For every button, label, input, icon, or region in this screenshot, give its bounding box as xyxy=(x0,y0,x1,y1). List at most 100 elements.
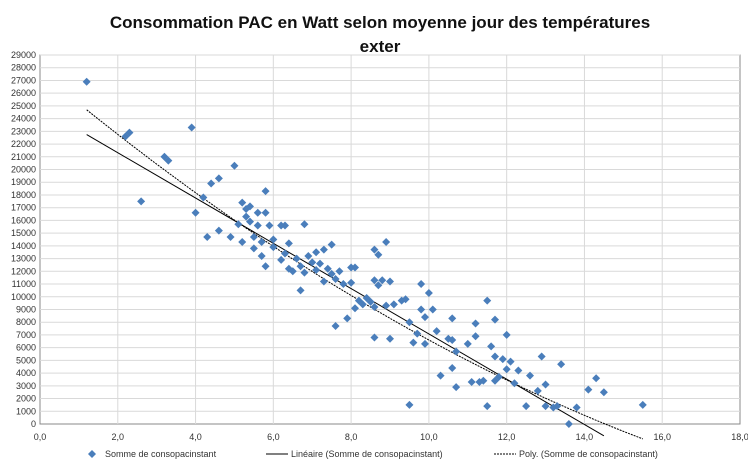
data-point xyxy=(261,262,270,271)
data-point xyxy=(246,202,254,211)
data-point xyxy=(230,161,239,170)
data-point xyxy=(370,302,379,311)
data-point xyxy=(351,304,359,313)
x-tick-label: 2,0 xyxy=(112,432,125,442)
y-tick-label: 4000 xyxy=(16,368,36,378)
y-tick-label: 17000 xyxy=(11,203,36,213)
data-point xyxy=(312,266,321,275)
data-point xyxy=(284,239,293,248)
data-point xyxy=(335,267,344,276)
data-point xyxy=(584,385,593,394)
y-tick-label: 27000 xyxy=(11,75,36,85)
data-point xyxy=(448,314,457,323)
y-tick-label: 6000 xyxy=(16,343,36,353)
data-point xyxy=(214,226,223,235)
data-point xyxy=(370,245,379,254)
x-tick-label: 8,0 xyxy=(345,432,358,442)
data-point xyxy=(203,232,212,241)
data-point xyxy=(502,365,511,374)
x-tick-label: 0,0 xyxy=(34,432,47,442)
data-point xyxy=(249,232,258,241)
data-point xyxy=(226,232,235,241)
data-point xyxy=(421,339,429,348)
data-points xyxy=(82,77,647,428)
data-point xyxy=(537,352,546,361)
data-point xyxy=(487,342,496,351)
data-point xyxy=(510,379,519,388)
data-point xyxy=(199,193,208,202)
y-tick-label: 28000 xyxy=(11,63,36,73)
y-tick-label: 25000 xyxy=(11,101,36,111)
x-tick-label: 10,0 xyxy=(420,432,438,442)
data-point xyxy=(452,347,461,356)
data-point xyxy=(572,403,581,412)
x-tick-label: 16,0 xyxy=(653,432,671,442)
data-point xyxy=(253,208,262,217)
data-point xyxy=(374,281,383,290)
data-point xyxy=(553,402,562,411)
data-point xyxy=(300,268,309,277)
y-tick-label: 20000 xyxy=(11,165,36,175)
y-tick-label: 0 xyxy=(31,419,36,429)
y-tick-label: 1000 xyxy=(16,406,36,416)
data-point xyxy=(261,208,270,217)
y-tick-label: 23000 xyxy=(11,126,36,136)
data-point xyxy=(638,400,647,409)
data-point xyxy=(269,243,278,252)
data-point xyxy=(246,217,254,226)
y-tick-label: 22000 xyxy=(11,139,36,149)
y-tick-label: 15000 xyxy=(11,228,36,238)
data-point xyxy=(281,221,289,230)
y-tick-label: 5000 xyxy=(16,355,36,365)
data-point xyxy=(137,197,146,206)
data-point xyxy=(164,156,173,165)
data-point xyxy=(502,330,511,339)
data-point xyxy=(541,380,550,389)
y-tick-label: 10000 xyxy=(11,292,36,302)
data-point xyxy=(253,221,262,230)
x-tick-label: 14,0 xyxy=(576,432,594,442)
data-point xyxy=(436,371,445,380)
y-tick-label: 19000 xyxy=(11,177,36,187)
data-point xyxy=(296,286,305,295)
data-point xyxy=(343,314,352,323)
data-point xyxy=(370,333,379,342)
data-point xyxy=(327,269,336,278)
data-point xyxy=(378,276,387,285)
data-point xyxy=(564,420,573,428)
y-tick-label: 21000 xyxy=(11,152,36,162)
data-point xyxy=(308,258,317,267)
data-point xyxy=(319,277,328,286)
y-tick-label: 8000 xyxy=(16,317,36,327)
legend-label-scatter: Somme de consopacinstant xyxy=(105,449,217,459)
data-point xyxy=(281,249,289,258)
data-point xyxy=(526,371,534,380)
y-tick-label: 18000 xyxy=(11,190,36,200)
data-point xyxy=(319,245,328,254)
y-tick-label: 14000 xyxy=(11,241,36,251)
data-point xyxy=(405,400,414,409)
x-tick-label: 18,0 xyxy=(731,432,748,442)
data-point xyxy=(405,318,414,327)
data-point xyxy=(428,305,437,314)
data-point xyxy=(269,235,278,244)
data-point xyxy=(292,254,301,263)
y-tick-label: 12000 xyxy=(11,266,36,276)
data-point xyxy=(463,339,472,348)
data-point xyxy=(257,252,266,261)
y-tick-label: 11000 xyxy=(12,279,36,289)
data-point xyxy=(238,238,247,247)
legend-marker-scatter xyxy=(88,450,96,458)
data-point xyxy=(483,402,492,411)
data-point xyxy=(339,280,348,289)
data-point xyxy=(514,366,523,375)
data-point xyxy=(471,332,480,341)
y-tick-label: 26000 xyxy=(11,88,36,98)
data-point xyxy=(366,297,375,306)
data-point xyxy=(351,263,359,272)
data-point xyxy=(187,123,196,132)
data-point xyxy=(467,378,476,387)
